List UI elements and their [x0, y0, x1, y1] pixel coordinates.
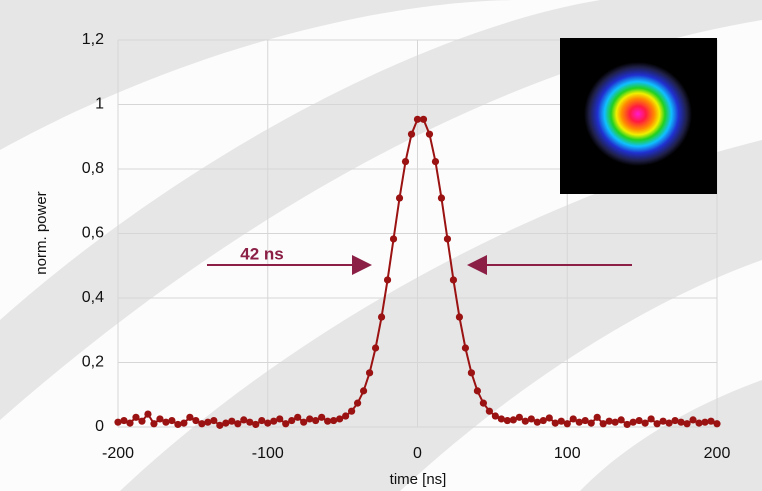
data-point	[606, 418, 613, 425]
y-axis-label: norm. power	[33, 191, 50, 274]
data-point	[360, 387, 367, 394]
data-point	[294, 414, 301, 421]
y-tick-label: 0,2	[82, 354, 104, 371]
data-point	[408, 131, 415, 138]
data-point	[701, 419, 708, 426]
data-point	[618, 416, 625, 423]
data-point	[432, 158, 439, 165]
data-point	[138, 418, 145, 425]
data-point	[516, 414, 523, 421]
x-tick-label: -100	[252, 445, 284, 462]
data-point	[426, 131, 433, 138]
data-point	[588, 420, 595, 427]
y-tick-label: 1	[95, 96, 104, 113]
data-point	[180, 420, 187, 427]
data-point	[402, 158, 409, 165]
data-point	[234, 420, 241, 427]
y-tick-label: 0,8	[82, 160, 104, 177]
x-tick-label: 0	[413, 445, 422, 462]
data-point	[132, 414, 139, 421]
y-tick-label: 0,6	[82, 225, 104, 242]
data-point	[366, 369, 373, 376]
data-point	[713, 420, 720, 427]
x-tick-label: -200	[102, 445, 134, 462]
data-point	[348, 408, 355, 415]
data-point	[564, 420, 571, 427]
data-point	[150, 420, 157, 427]
beam-profile	[584, 62, 692, 166]
data-point	[444, 235, 451, 242]
data-point	[372, 344, 379, 351]
data-point	[354, 400, 361, 407]
data-point	[318, 414, 325, 421]
y-tick-label: 1,2	[82, 31, 104, 48]
data-point	[384, 276, 391, 283]
data-point	[144, 411, 151, 418]
data-point	[378, 313, 385, 320]
data-point	[390, 235, 397, 242]
data-point	[342, 412, 349, 419]
y-tick-label: 0	[95, 418, 104, 435]
data-point	[486, 408, 493, 415]
data-point	[276, 415, 283, 422]
data-point	[252, 421, 259, 428]
data-point	[168, 417, 175, 424]
annotation: 42 ns	[240, 244, 283, 263]
data-point	[480, 400, 487, 407]
data-point	[438, 194, 445, 201]
y-tick-label: 0,4	[82, 289, 104, 306]
data-point	[126, 420, 133, 427]
x-tick-label: 200	[704, 445, 731, 462]
x-axis-label: time [ns]	[390, 471, 447, 488]
data-point	[468, 369, 475, 376]
data-point	[174, 421, 181, 428]
data-point	[546, 414, 553, 421]
data-point	[462, 344, 469, 351]
data-point	[450, 276, 457, 283]
x-tick-label: 100	[554, 445, 581, 462]
data-point	[648, 415, 655, 422]
data-point	[642, 420, 649, 427]
data-point	[695, 420, 702, 427]
data-point	[683, 420, 690, 427]
data-point	[210, 417, 217, 424]
data-point	[456, 313, 463, 320]
data-point	[474, 387, 481, 394]
data-point	[594, 414, 601, 421]
data-point	[396, 194, 403, 201]
data-point	[420, 116, 427, 123]
chart: 0 0,2 0,4 0,6 0,8 1 1,2 -200 -100 0 100 200 42 ns t…	[0, 0, 762, 491]
